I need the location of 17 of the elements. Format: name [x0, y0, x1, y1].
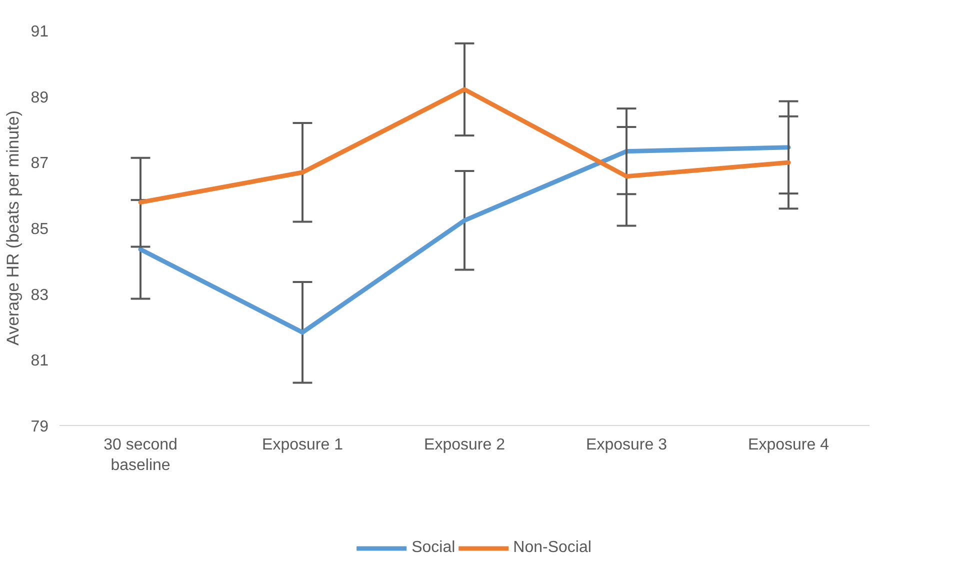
y-tick-label: 85	[30, 221, 49, 238]
line-series	[138, 87, 791, 205]
x-tick-label: Exposure 3	[586, 436, 668, 454]
x-tick-label: Exposure 4	[748, 436, 830, 454]
x-tick-label: 30 second baseline	[104, 436, 178, 474]
y-tick-label: 87	[30, 155, 49, 172]
legend-label: Non-Social	[513, 539, 592, 557]
legend-label: Social	[412, 539, 456, 557]
y-tick-label: 83	[30, 286, 49, 304]
y-axis-title: Average HR (beats per minute)	[4, 110, 23, 346]
x-tick-label: Exposure 2	[424, 436, 506, 454]
y-tick-label: 91	[30, 24, 49, 40]
x-tick-label: Exposure 1	[262, 436, 344, 454]
y-tick-label: 79	[30, 418, 49, 436]
y-tick-label: 81	[30, 352, 49, 370]
y-tick-label: 89	[30, 89, 49, 106]
line-series	[138, 145, 791, 335]
